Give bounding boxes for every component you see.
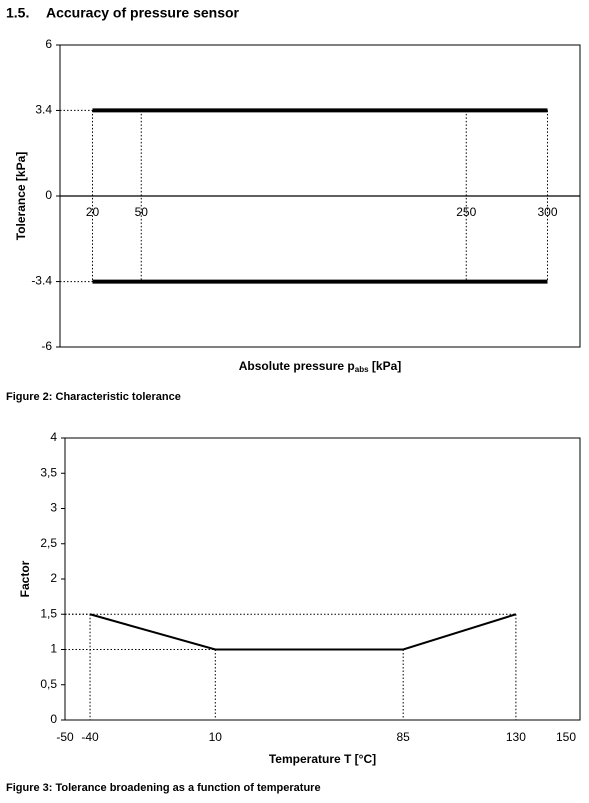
y-tick-label: 3.4	[35, 103, 52, 117]
y-tick-label: 2	[50, 571, 57, 585]
x-axis-title: Temperature T [°C]	[269, 752, 376, 766]
y-tick-label: 0	[50, 712, 57, 726]
section-title: Accuracy of pressure sensor	[46, 5, 240, 21]
figure-caption: Figure 2: Characteristic tolerance	[6, 391, 181, 403]
x-tick-label: 85	[396, 730, 410, 744]
data-line	[89, 613, 517, 651]
y-axis-title: Factor	[18, 560, 32, 597]
x-axis-title-text: Temperature T [°C]	[269, 752, 376, 766]
x-tick-label: -50	[56, 730, 74, 744]
y-tick-label: 1	[50, 642, 57, 656]
y-tick-label: 2,5	[40, 536, 57, 550]
x-axis-title-text: Absolute pressure p	[239, 359, 355, 373]
y-tick-label: 4	[50, 430, 57, 444]
x-tick-label: -40	[81, 730, 99, 744]
y-axis-title: Tolerance [kPa]	[14, 152, 28, 240]
y-tick-label: 3	[50, 501, 57, 515]
y-tick-label: -3.4	[31, 274, 52, 288]
x-tick-label: 150	[556, 730, 576, 744]
y-tick-label: 0,5	[40, 677, 57, 691]
x-axis-title-suffix: [kPa]	[369, 359, 402, 373]
y-tick-label: -6	[41, 339, 52, 353]
x-tick-label: 130	[506, 730, 526, 744]
y-tick-label: 6	[45, 37, 52, 51]
section-number: 1.5.	[6, 5, 29, 21]
y-tick-label: 0	[45, 188, 52, 202]
x-axis-title-subscript: abs	[355, 365, 369, 374]
figure-caption: Figure 3: Tolerance broadening as a func…	[6, 782, 321, 794]
y-tick-label: 1,5	[40, 606, 57, 620]
plot-frame	[64, 437, 581, 721]
x-tick-label: 10	[209, 730, 223, 744]
y-tick-label: 3,5	[40, 465, 57, 479]
x-axis-title: Absolute pressure pabs [kPa]	[239, 359, 402, 374]
